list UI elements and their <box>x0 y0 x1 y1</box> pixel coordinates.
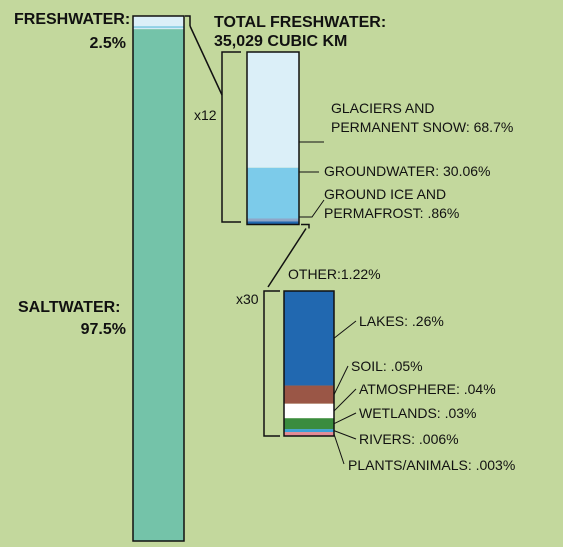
lakes-bar-segment <box>284 291 334 386</box>
wetlands-bar-segment <box>284 418 334 430</box>
rivers-label: RIVERS: .006% <box>359 431 459 447</box>
freshwater-bracket-tick <box>185 15 191 26</box>
atmosphere-leader <box>333 388 357 412</box>
plants-animals-leader <box>333 433 345 465</box>
other-bar-segment <box>247 221 299 225</box>
saltwater-percent: 97.5% <box>81 321 126 338</box>
freshwater-connector-line <box>189 25 223 96</box>
groundwater-label: GROUNDWATER: 30.06% <box>324 163 490 179</box>
freshwater-bar-segment <box>133 16 184 30</box>
freshwater-percent: 2.5% <box>90 35 126 52</box>
soil-bar-segment <box>284 385 334 404</box>
lakes-label: LAKES: .26% <box>359 313 444 329</box>
other-connector-line <box>267 228 307 288</box>
groundwater-bar-segment <box>247 167 299 219</box>
ground-ice-leader <box>299 199 325 218</box>
glaciers-bar-segment <box>247 52 299 168</box>
lakes-leader <box>333 320 357 339</box>
plants-animals-bar-segment <box>284 432 334 436</box>
saltwater-bar-segment <box>133 29 184 541</box>
ground-ice-label-line2: PERMAFROST: .86% <box>324 205 459 221</box>
atmosphere-label: ATMOSPHERE: .04% <box>359 381 496 397</box>
rivers-bar-segment <box>284 429 334 433</box>
ground-ice-label: GROUND ICE AND <box>324 186 446 202</box>
magnification-x12-label: x12 <box>194 107 217 123</box>
freshwater-bar-outline <box>246 51 300 226</box>
total-freshwater-value: 35,029 CUBIC KM <box>214 33 347 50</box>
saltwater-title: SALTWATER: <box>18 299 121 316</box>
x12-bracket <box>221 51 241 223</box>
rivers-leader <box>333 430 357 440</box>
main-bar-outline <box>132 15 185 542</box>
glaciers-label: GLACIERS AND <box>331 100 434 116</box>
x30-bracket <box>263 290 280 437</box>
other-connector-tick <box>301 223 310 229</box>
soil-leader <box>333 365 349 395</box>
glaciers-label-line2: PERMANENT SNOW: 68.7% <box>331 119 513 135</box>
other-total-label: OTHER:1.22% <box>288 266 381 282</box>
other-bar-outline <box>283 290 335 437</box>
total-freshwater-title: TOTAL FRESHWATER: <box>214 14 386 31</box>
soil-label: SOIL: .05% <box>351 358 423 374</box>
plants-animals-label: PLANTS/ANIMALS: .003% <box>348 457 515 473</box>
ground-ice-bar-segment <box>247 218 299 222</box>
freshwater-title: FRESHWATER: <box>14 11 130 28</box>
atmosphere-bar-segment <box>284 403 334 419</box>
wetlands-leader <box>333 412 357 425</box>
wetlands-label: WETLANDS: .03% <box>359 405 476 421</box>
magnification-x30-label: x30 <box>236 291 259 307</box>
